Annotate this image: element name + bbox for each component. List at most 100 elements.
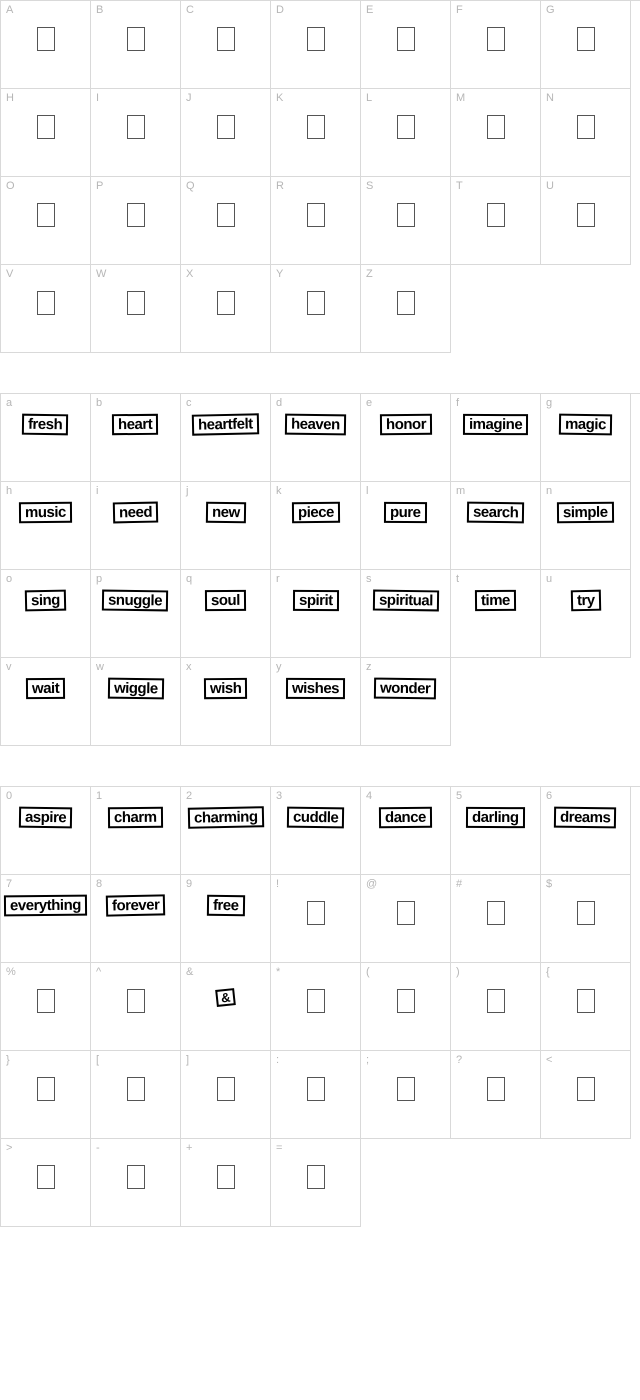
glyph-area bbox=[181, 19, 270, 88]
cell-label: 8 bbox=[96, 878, 102, 890]
glyph-area bbox=[451, 19, 540, 88]
glyph-cell: ) bbox=[451, 963, 541, 1051]
glyph-cell: L bbox=[361, 89, 451, 177]
word-glyph: try bbox=[570, 590, 600, 612]
cell-label: e bbox=[366, 397, 372, 409]
glyph-area: forever bbox=[91, 893, 180, 962]
glyph-cell: wwiggle bbox=[91, 658, 181, 746]
empty-glyph-box bbox=[37, 1165, 55, 1189]
glyph-area: honor bbox=[361, 412, 450, 481]
filler-cell bbox=[451, 1139, 541, 1227]
glyph-area: heaven bbox=[271, 412, 360, 481]
word-glyph: simple bbox=[557, 502, 614, 523]
glyph-cell: 4dance bbox=[361, 787, 451, 875]
glyph-area bbox=[1, 107, 90, 176]
glyph-cell: ] bbox=[181, 1051, 271, 1139]
glyph-area: aspire bbox=[1, 805, 90, 874]
cell-label: & bbox=[186, 966, 193, 978]
glyph-area: darling bbox=[451, 805, 540, 874]
word-glyph: dreams bbox=[554, 807, 617, 829]
glyph-cell: J bbox=[181, 89, 271, 177]
glyph-cell: F bbox=[451, 1, 541, 89]
glyph-cell: T bbox=[451, 177, 541, 265]
glyph-area: free bbox=[181, 893, 270, 962]
glyph-cell: K bbox=[271, 89, 361, 177]
cell-label: 0 bbox=[6, 790, 12, 802]
empty-glyph-box bbox=[307, 203, 325, 227]
word-glyph: search bbox=[467, 502, 525, 524]
glyph-area bbox=[271, 107, 360, 176]
glyph-area bbox=[1, 981, 90, 1050]
empty-glyph-box bbox=[577, 27, 595, 51]
glyph-area bbox=[1, 283, 90, 352]
glyph-cell: qsoul bbox=[181, 570, 271, 658]
glyph-cell: H bbox=[1, 89, 91, 177]
glyph-cell: V bbox=[1, 265, 91, 353]
glyph-area bbox=[361, 893, 450, 962]
word-glyph: charming bbox=[188, 806, 264, 829]
word-glyph: everything bbox=[4, 895, 87, 917]
glyph-cell: 8 forever bbox=[91, 875, 181, 963]
empty-glyph-box bbox=[37, 989, 55, 1013]
glyph-cell: @ bbox=[361, 875, 451, 963]
glyph-area bbox=[451, 893, 540, 962]
cell-label: V bbox=[6, 268, 13, 280]
cell-label: { bbox=[546, 966, 550, 978]
glyph-cell: G bbox=[541, 1, 631, 89]
empty-glyph-box bbox=[127, 27, 145, 51]
cell-label: I bbox=[96, 92, 99, 104]
cell-label: X bbox=[186, 268, 193, 280]
glyph-cell: kpiece bbox=[271, 482, 361, 570]
cell-label: $ bbox=[546, 878, 552, 890]
glyph-area bbox=[541, 195, 630, 264]
empty-glyph-box bbox=[487, 901, 505, 925]
cell-label: 1 bbox=[96, 790, 102, 802]
grid-numbers-symbols: 0aspire1charm2charming3cuddle4dance5darl… bbox=[0, 786, 640, 1227]
empty-glyph-box bbox=[127, 989, 145, 1013]
glyph-cell: ! bbox=[271, 875, 361, 963]
cell-label: z bbox=[366, 661, 372, 673]
glyph-area bbox=[451, 107, 540, 176]
glyph-cell: utry bbox=[541, 570, 631, 658]
glyph-cell: gmagic bbox=[541, 394, 631, 482]
cell-label: * bbox=[276, 966, 280, 978]
word-glyph: wiggle bbox=[108, 678, 164, 700]
glyph-cell: { bbox=[541, 963, 631, 1051]
glyph-area bbox=[181, 195, 270, 264]
cell-label: K bbox=[276, 92, 283, 104]
empty-glyph-box bbox=[127, 1077, 145, 1101]
empty-glyph-box bbox=[307, 1077, 325, 1101]
cell-label: w bbox=[96, 661, 104, 673]
glyph-cell: - bbox=[91, 1139, 181, 1227]
glyph-cell: Q bbox=[181, 177, 271, 265]
empty-glyph-box bbox=[307, 291, 325, 315]
empty-glyph-box bbox=[37, 203, 55, 227]
cell-label: Z bbox=[366, 268, 373, 280]
glyph-cell: lpure bbox=[361, 482, 451, 570]
glyph-area bbox=[361, 107, 450, 176]
cell-label: : bbox=[276, 1054, 279, 1066]
glyph-area bbox=[1, 1069, 90, 1138]
word-glyph: wish bbox=[204, 678, 248, 699]
glyph-area bbox=[541, 19, 630, 88]
glyph-area bbox=[91, 981, 180, 1050]
word-glyph: free bbox=[207, 895, 245, 917]
empty-glyph-box bbox=[397, 989, 415, 1013]
glyph-cell: * bbox=[271, 963, 361, 1051]
cell-label: U bbox=[546, 180, 554, 192]
glyph-cell: 3cuddle bbox=[271, 787, 361, 875]
glyph-area bbox=[541, 1069, 630, 1138]
glyph-cell: psnuggle bbox=[91, 570, 181, 658]
glyph-area: imagine bbox=[451, 412, 540, 481]
empty-glyph-box bbox=[37, 27, 55, 51]
glyph-area bbox=[271, 283, 360, 352]
glyph-area bbox=[271, 1157, 360, 1226]
empty-glyph-box bbox=[487, 203, 505, 227]
empty-glyph-box bbox=[577, 989, 595, 1013]
cell-label: ! bbox=[276, 878, 279, 890]
cell-label: > bbox=[6, 1142, 12, 1154]
glyph-cell: # bbox=[451, 875, 541, 963]
glyph-cell: P bbox=[91, 177, 181, 265]
word-glyph: dance bbox=[379, 807, 432, 828]
word-glyph: heart bbox=[112, 414, 158, 435]
